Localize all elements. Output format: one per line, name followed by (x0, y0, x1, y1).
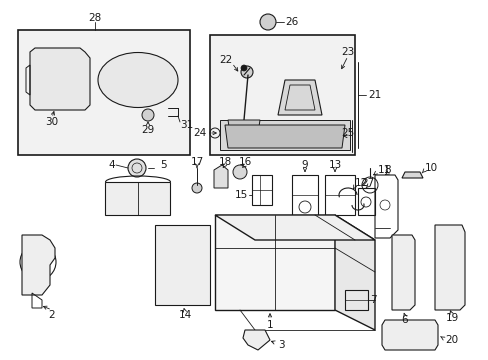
Text: 30: 30 (45, 117, 59, 127)
Polygon shape (214, 165, 227, 188)
Polygon shape (215, 215, 334, 310)
Polygon shape (345, 290, 367, 310)
Polygon shape (434, 225, 464, 310)
Ellipse shape (50, 70, 60, 80)
Polygon shape (22, 235, 55, 295)
Text: 27: 27 (361, 178, 374, 188)
Text: 18: 18 (218, 157, 231, 167)
Polygon shape (401, 172, 422, 178)
Text: 17: 17 (190, 157, 203, 167)
Polygon shape (278, 80, 321, 115)
Ellipse shape (241, 66, 252, 78)
Polygon shape (220, 120, 349, 150)
Text: 23: 23 (341, 47, 354, 57)
Text: 3: 3 (278, 340, 284, 350)
Text: 12: 12 (354, 178, 367, 188)
Text: 21: 21 (367, 90, 381, 100)
Text: 10: 10 (424, 163, 437, 173)
Text: 25: 25 (341, 128, 354, 138)
Polygon shape (334, 215, 374, 330)
Text: 7: 7 (369, 295, 376, 305)
Ellipse shape (241, 65, 246, 71)
Text: 31: 31 (180, 120, 193, 130)
Ellipse shape (232, 165, 246, 179)
Bar (209, 35, 354, 155)
Text: 8: 8 (384, 165, 390, 175)
Polygon shape (215, 215, 374, 240)
Text: 13: 13 (328, 160, 341, 170)
Polygon shape (155, 225, 209, 305)
Text: 26: 26 (285, 17, 298, 27)
Text: 29: 29 (141, 125, 154, 135)
Polygon shape (227, 120, 260, 133)
Text: 14: 14 (178, 310, 191, 320)
Polygon shape (391, 235, 414, 310)
Polygon shape (224, 125, 345, 148)
Text: 19: 19 (445, 313, 458, 323)
Text: 28: 28 (88, 13, 102, 23)
Text: 16: 16 (238, 157, 251, 167)
Text: 20: 20 (444, 335, 457, 345)
Polygon shape (381, 320, 437, 350)
Ellipse shape (192, 183, 202, 193)
Text: 9: 9 (301, 160, 307, 170)
Text: 2: 2 (49, 310, 55, 320)
Ellipse shape (260, 14, 275, 30)
Ellipse shape (128, 159, 146, 177)
Text: 1: 1 (266, 320, 273, 330)
Text: 6: 6 (401, 315, 407, 325)
Polygon shape (30, 48, 90, 110)
Text: 24: 24 (193, 128, 206, 138)
Polygon shape (105, 182, 170, 215)
Bar (18, 30, 190, 155)
Text: 4: 4 (108, 160, 115, 170)
Text: 5: 5 (160, 160, 166, 170)
Ellipse shape (142, 109, 154, 121)
Text: 15: 15 (234, 190, 247, 200)
Polygon shape (243, 330, 269, 350)
Ellipse shape (98, 53, 178, 108)
Text: 22: 22 (219, 55, 232, 65)
Text: 11: 11 (377, 165, 390, 175)
